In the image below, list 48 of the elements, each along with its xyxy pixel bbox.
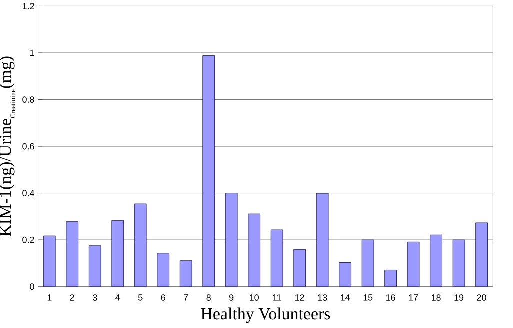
x-tick-label: 18 xyxy=(432,294,441,301)
bar xyxy=(316,193,329,287)
x-tick-label: 17 xyxy=(409,294,418,301)
x-tick-label: 13 xyxy=(318,294,328,301)
bar xyxy=(134,204,147,287)
x-tick-label: 12 xyxy=(296,294,304,301)
x-tick-label: 4 xyxy=(116,294,120,301)
y-tick-label: 1.2 xyxy=(22,3,34,10)
x-tick-label: 19 xyxy=(454,294,464,301)
y-tick-label: 0 xyxy=(30,284,34,290)
x-tick-label: 11 xyxy=(273,294,282,301)
bar xyxy=(180,260,192,287)
bar xyxy=(294,249,306,287)
bar xyxy=(225,193,238,287)
bar xyxy=(202,56,216,287)
x-tick-label: 16 xyxy=(386,294,396,301)
x-tick-label: 10 xyxy=(250,294,259,301)
x-tick-label: 5 xyxy=(138,294,143,301)
y-tick-label: 1 xyxy=(30,50,34,56)
x-tick-label: 14 xyxy=(341,294,350,301)
x-tick-label: 20 xyxy=(477,294,486,301)
bar xyxy=(362,240,374,287)
bar xyxy=(430,234,442,287)
y-tick-label: 0.8 xyxy=(22,96,34,103)
bar xyxy=(43,236,56,287)
bar xyxy=(66,222,79,287)
bar xyxy=(270,230,284,287)
bar xyxy=(157,253,170,287)
x-tick-label: 1 xyxy=(48,294,52,301)
x-tick-label: 7 xyxy=(184,294,188,301)
bar xyxy=(339,262,352,287)
x-tick-label: 2 xyxy=(70,294,74,301)
bar xyxy=(248,214,260,287)
bar xyxy=(384,270,397,287)
x-tick-label: 15 xyxy=(364,294,373,301)
x-axis-title: Healthy Volunteers xyxy=(201,308,330,324)
bar xyxy=(407,242,420,287)
x-tick-label: 3 xyxy=(92,294,98,301)
bar xyxy=(112,220,124,287)
y-tick-label: 0.6 xyxy=(22,143,34,150)
y-tick-label: 0.2 xyxy=(22,236,34,244)
bar xyxy=(476,222,488,287)
x-tick-label: 9 xyxy=(230,294,234,301)
x-tick-label: 8 xyxy=(206,294,211,301)
y-tick-label: 0.4 xyxy=(22,190,34,197)
x-tick-label: 6 xyxy=(161,294,166,301)
bar xyxy=(452,240,466,287)
bar xyxy=(88,246,102,287)
